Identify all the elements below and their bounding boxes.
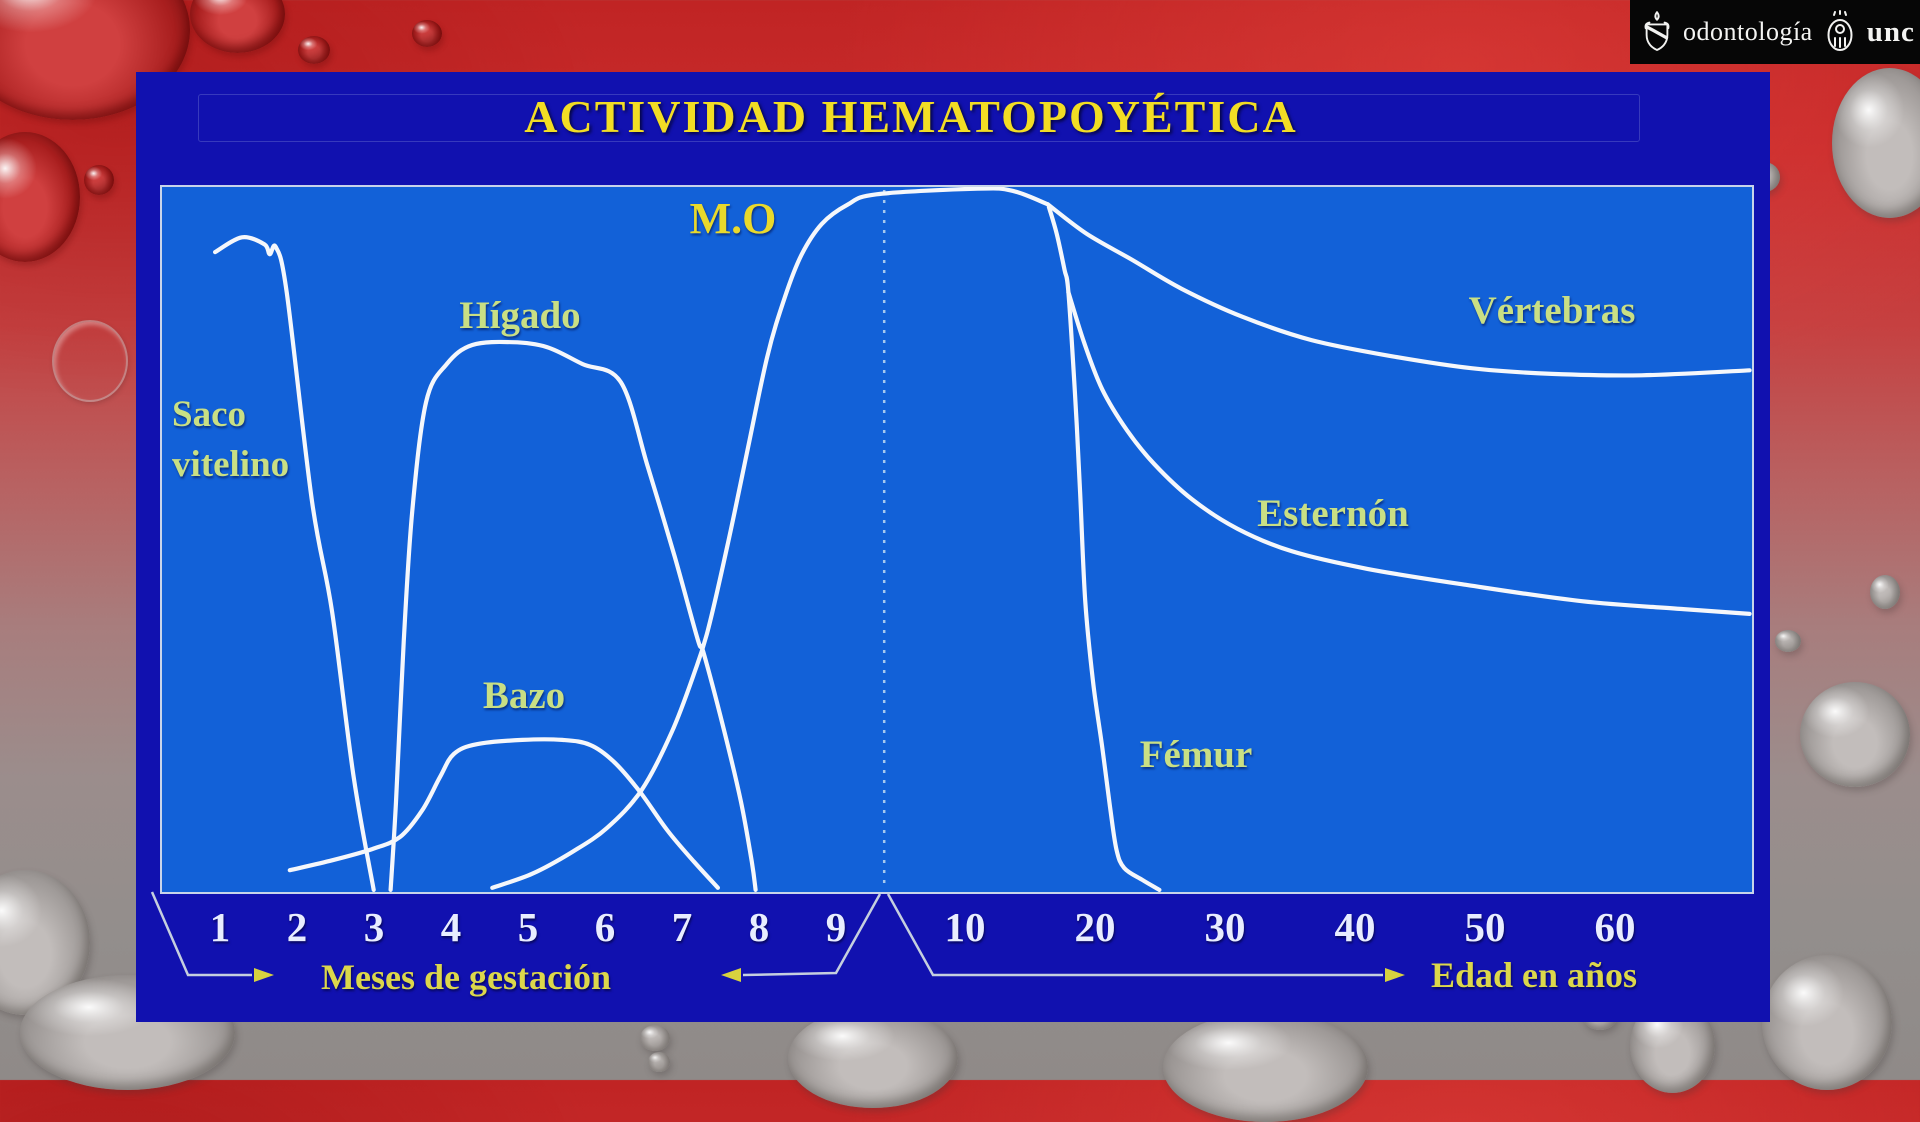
- x-tick-4: 4: [440, 904, 462, 950]
- x-tick-2: 2: [286, 904, 308, 950]
- x-tick-20: 20: [1074, 904, 1116, 950]
- x-tick-10: 10: [944, 904, 986, 950]
- x-tick-3: 3: [363, 904, 385, 950]
- x-tick-40: 40: [1334, 904, 1376, 950]
- blood-drop-decoration: [412, 20, 442, 47]
- x-tick-30: 30: [1204, 904, 1246, 950]
- blood-drop-decoration: [298, 36, 330, 64]
- faculty-label: odontología: [1683, 17, 1813, 46]
- gray-drop-decoration: [1870, 575, 1900, 609]
- university-label: unc: [1866, 15, 1915, 48]
- gray-drop-decoration: [1762, 955, 1892, 1090]
- title-band: [198, 94, 1640, 142]
- curve-label-femur: Fémur: [1139, 733, 1253, 776]
- curve-label-higado: Hígado: [459, 294, 581, 337]
- curve-label-bazo: Bazo: [482, 674, 566, 717]
- blood-drop-decoration: [0, 132, 80, 262]
- curve-estern-n: [1066, 290, 1752, 616]
- x-tick-50: 50: [1464, 904, 1506, 950]
- dentistry-crest-icon: [1644, 11, 1670, 51]
- x-tick-5: 5: [517, 904, 539, 950]
- curve-v-rtebras: [1045, 202, 1752, 378]
- slide-title: ACTIVIDAD HEMATOPOYÉTICA: [524, 91, 1298, 142]
- curve-label-vertebras: Vértebras: [1468, 289, 1636, 332]
- logo-bar: odontología unc: [1630, 0, 1920, 64]
- curve-m-o: [490, 187, 1050, 890]
- curve-h-gado: [388, 339, 758, 892]
- curve-label-mo: M.O: [689, 194, 777, 243]
- x-tick-9: 9: [825, 904, 847, 950]
- curve-label-saco-vitelino: Saco vitelino: [172, 394, 290, 485]
- gray-drop-decoration: [1832, 68, 1920, 218]
- chart-frame: Saco vitelino Hígado Bazo M.O Vértebras …: [160, 185, 1754, 894]
- gray-drop-decoration: [640, 1025, 670, 1051]
- curves-svg: [213, 187, 1752, 892]
- blood-drop-decoration: [84, 165, 114, 195]
- curve-saco-vitelino: [213, 235, 376, 892]
- x-tick-8: 8: [748, 904, 770, 950]
- gray-drop-decoration: [788, 1008, 958, 1108]
- x-tick-6: 6: [594, 904, 616, 950]
- x-tick-60: 60: [1594, 904, 1636, 950]
- unc-crest-icon: [1827, 10, 1853, 51]
- axis-caption-months: Meses de gestación: [321, 957, 611, 997]
- blood-drop-decoration: [190, 0, 285, 53]
- gray-drop-decoration: [1775, 630, 1801, 652]
- curve-label-esternon: Esternón: [1257, 492, 1409, 535]
- drop-ring-decoration: [52, 320, 128, 402]
- slide-panel: ACTIVIDAD HEMATOPOYÉTICA Saco vitelino H…: [136, 72, 1770, 1022]
- gray-drop-decoration: [1163, 1012, 1368, 1122]
- x-tick-1: 1: [209, 904, 231, 950]
- curve-f-mur: [1046, 204, 1162, 892]
- gray-drop-decoration: [648, 1052, 670, 1072]
- gray-drop-decoration: [1800, 682, 1910, 787]
- curve-bazo: [287, 737, 720, 890]
- x-tick-7: 7: [671, 904, 693, 950]
- axis-caption-years: Edad en años: [1430, 955, 1638, 995]
